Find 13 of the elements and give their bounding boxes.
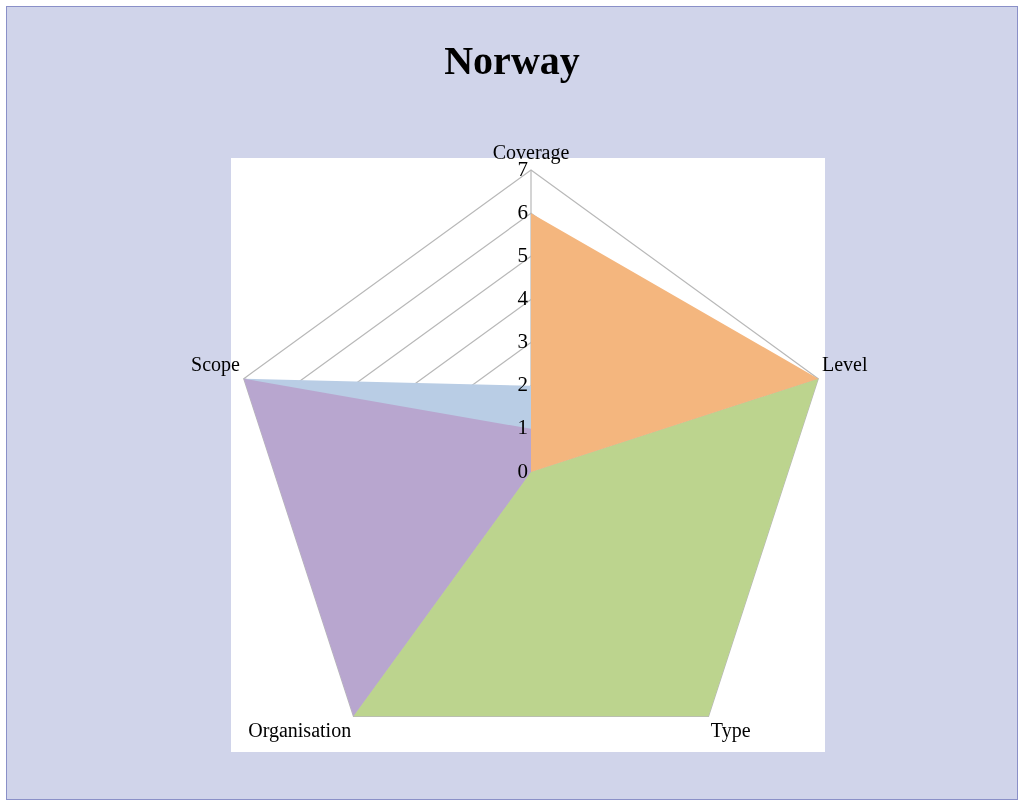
spoke-label: Organisation [248, 718, 352, 742]
y-tick-label: 2 [517, 372, 528, 397]
y-tick-label: 0 [517, 458, 528, 483]
y-tick-label: 1 [517, 415, 528, 440]
y-tick-label: 6 [517, 199, 528, 224]
y-tick-label: 3 [517, 329, 528, 354]
spoke-label: Scope [191, 352, 241, 376]
y-tick-label: 4 [517, 285, 529, 310]
chart-title: Norway [443, 37, 581, 84]
spoke-label: Level [822, 352, 868, 375]
spoke-label: Coverage [492, 141, 570, 165]
y-tick-label: 5 [517, 242, 528, 267]
spoke-label: Type [710, 718, 751, 742]
